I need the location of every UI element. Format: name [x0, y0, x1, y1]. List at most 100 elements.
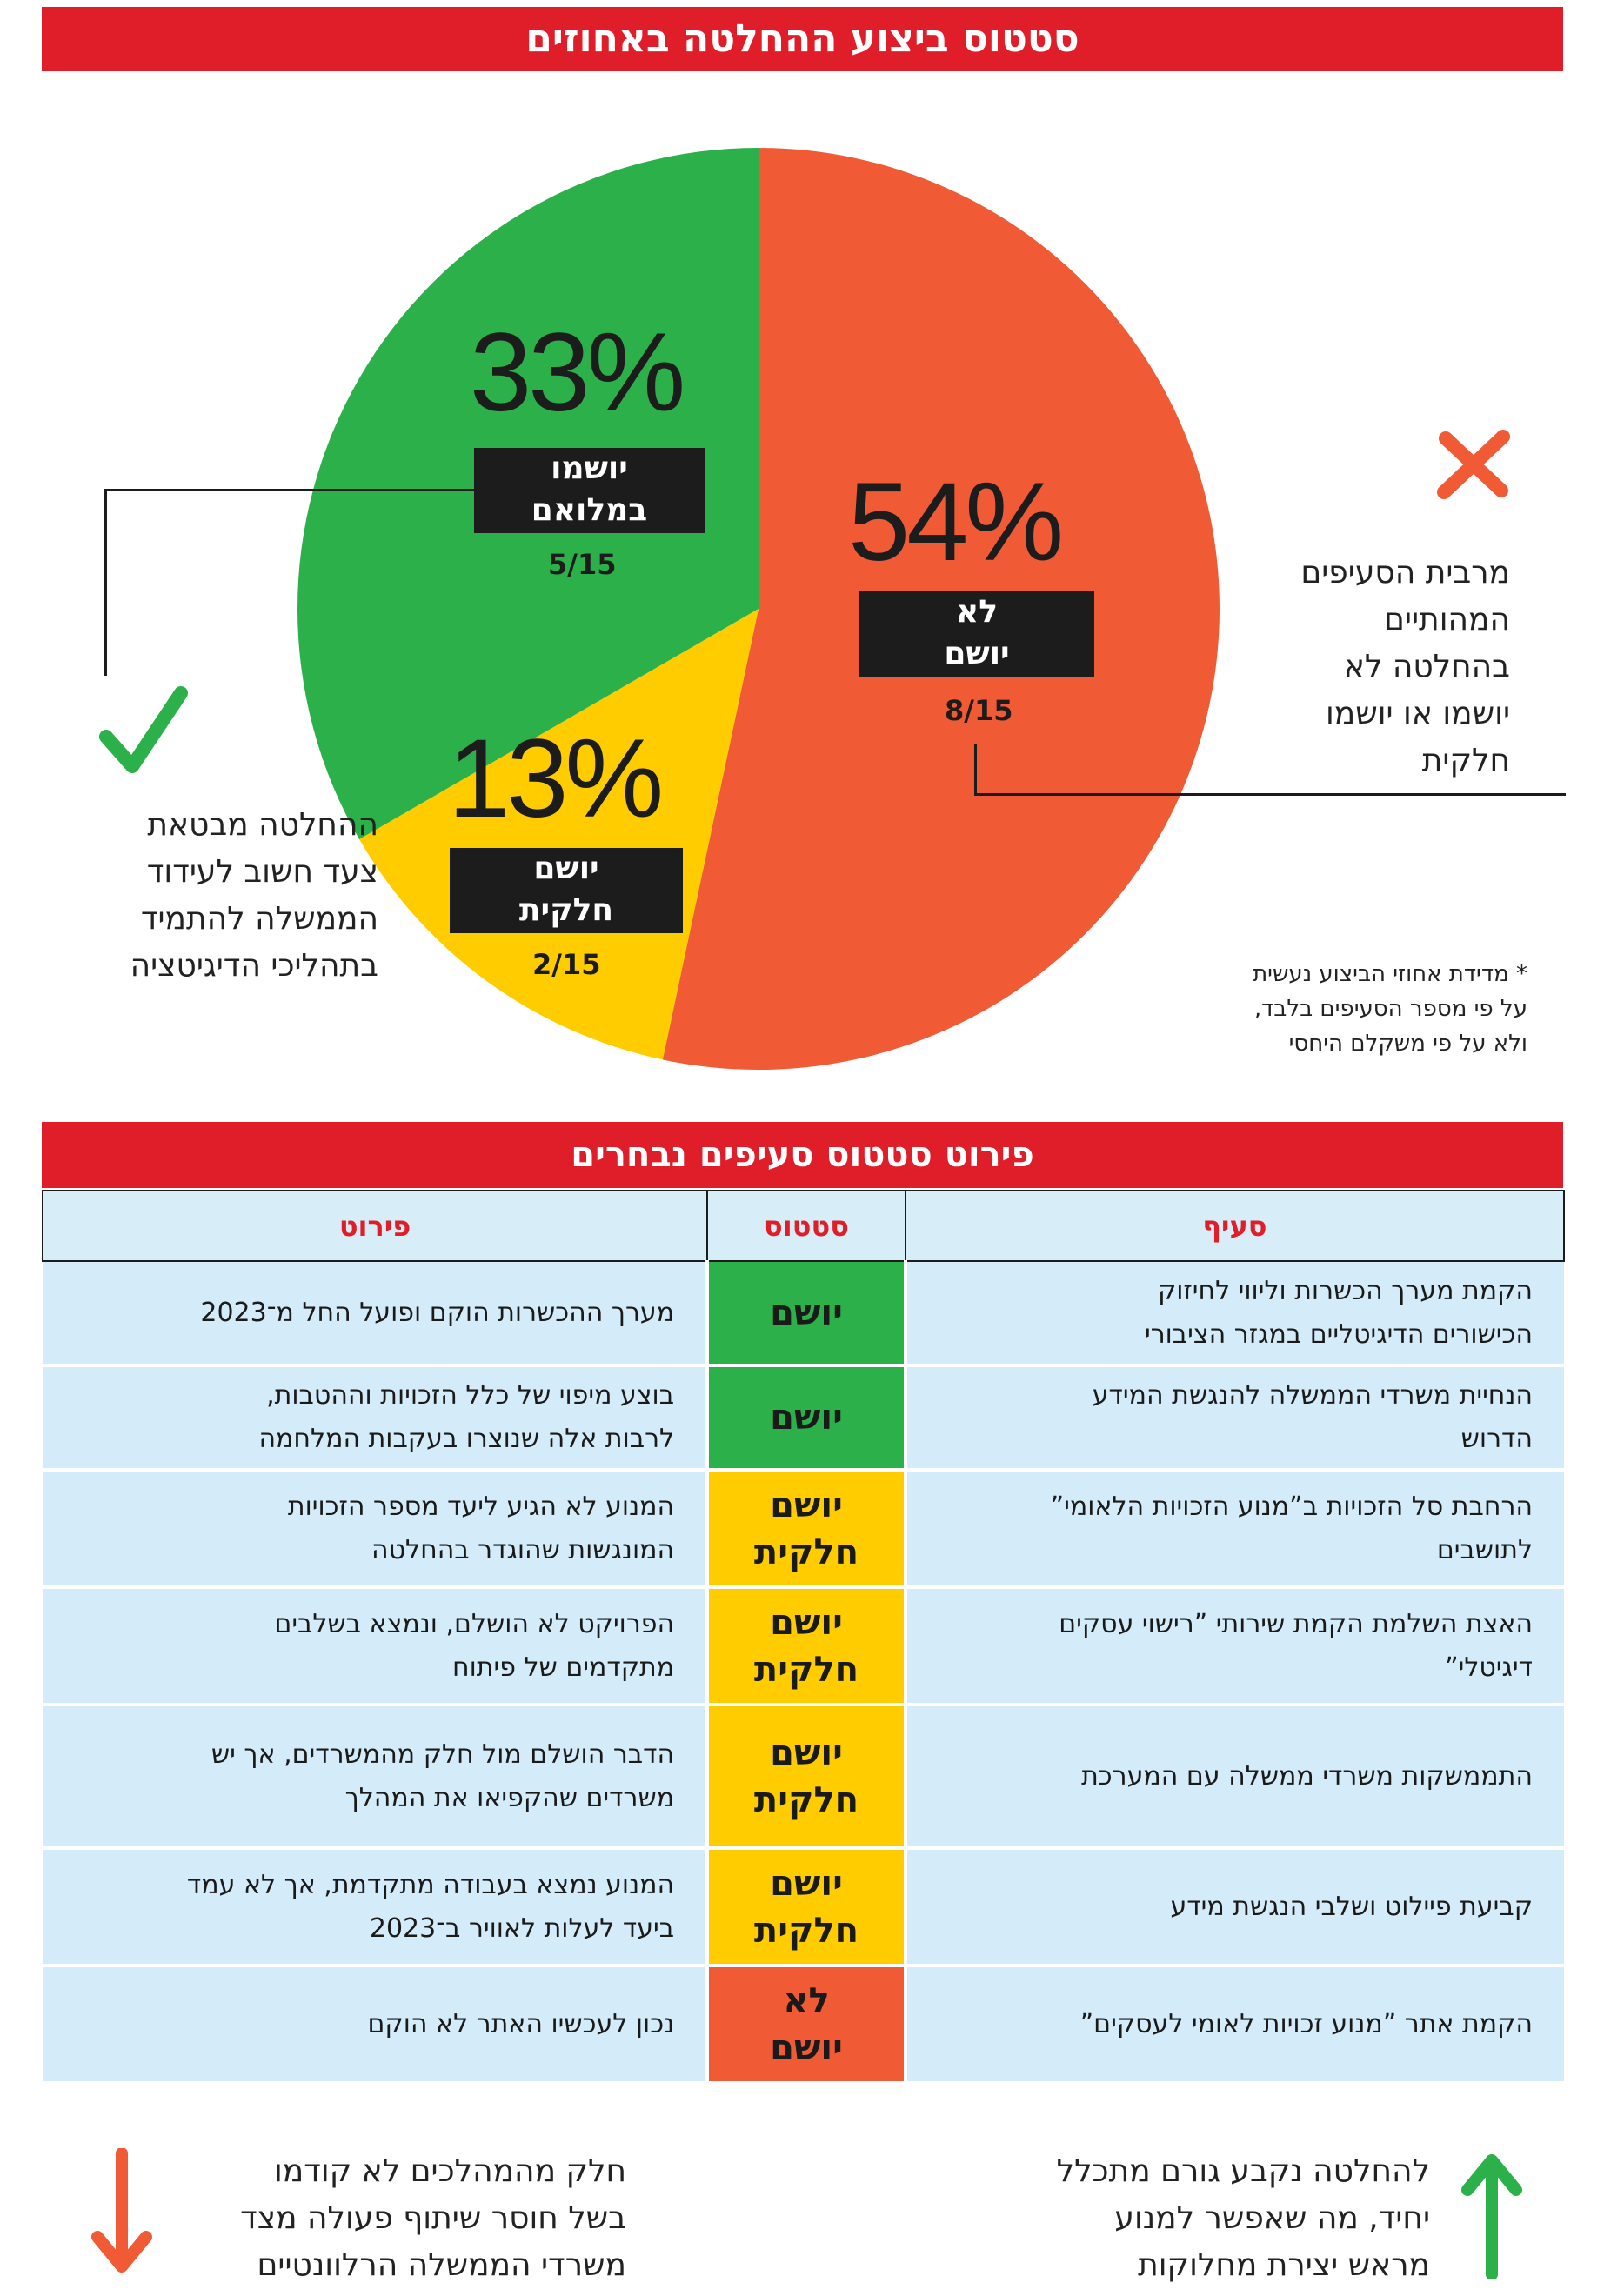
bottom-note-left-line: בשל חוסר שיתוף פעולה מצד — [240, 2200, 626, 2236]
detail-cell-line: הדבר הושלם מול חלק מהמשרדים, אך יש — [211, 1739, 675, 1770]
clause-cell-line: הקמת אתר ”מנוע זכויות לאומי לעסקים” — [1079, 2008, 1533, 2039]
status-cell-line: לא — [783, 1980, 830, 2021]
table-header-row: סעיף סטטוס פירוט — [41, 1190, 1566, 1262]
clause-cell: הנחיית משרדי הממשלה להנגשת המידע הדרוש — [905, 1365, 1564, 1472]
detail-cell: נכון לעכשיו האתר לא הוקם — [43, 1966, 708, 2085]
label-partial: יושם חלקית — [450, 848, 683, 933]
label-partial-line2: חלקית — [518, 892, 614, 928]
clause-cell-line: הרחבת סל הזכויות ב”מנוע הזכויות הלאומי” — [1050, 1491, 1533, 1522]
status-cell-line: יושם — [770, 1398, 843, 1438]
status-cell: יושם — [705, 1365, 907, 1472]
detail-cell-line: משרדים שהקפיאו את המהלך — [344, 1782, 675, 1813]
header-detail: פירוט — [41, 1190, 709, 1262]
note-right: מרבית הסעיפים המהותיים בהחלטה לא יושמו א… — [1223, 550, 1510, 784]
frac-not-implemented: 8/15 — [945, 694, 1013, 727]
detail-cell-line: בוצע מיפוי של כלל הזכויות וההטבות, — [266, 1380, 675, 1411]
detail-cell-line: מתקדמים של פיתוח — [452, 1652, 675, 1683]
check-icon — [99, 686, 188, 773]
table-row: הנחיית משרדי הממשלה להנגשת המידע הדרוש יוש… — [43, 1365, 1564, 1472]
table-row: הקמת אתר ”מנוע זכויות לאומי לעסקים” לא יוש… — [43, 1966, 1564, 2085]
footnote-line: ולא על פי משקלם היחסי — [1288, 1031, 1527, 1057]
pct-not-implemented: 54% — [848, 460, 1064, 584]
clause-cell-line: הנחיית משרדי הממשלה להנגשת המידע — [1092, 1380, 1533, 1411]
status-cell-line: יושם — [770, 2027, 843, 2068]
label-full: יושמו במלואם — [474, 448, 705, 533]
table-row: האצת השלמת הקמת שירותי ”רישוי עסקים דיגיט… — [43, 1587, 1564, 1706]
chart-title: סטטוס ביצוע ההחלטה באחוזים — [42, 7, 1563, 71]
detail-cell: מערך ההכשרות הוקם ופועל החל מ־2023 — [43, 1261, 708, 1367]
table-row: הרחבת סל הזכויות ב”מנוע הזכויות הלאומי” ל… — [43, 1470, 1564, 1589]
label-partial-line1: יושם — [533, 851, 599, 886]
callout-line-right-v — [974, 744, 977, 796]
clause-cell: קביעת פיילוט ושלבי הנגשת מידע — [905, 1848, 1564, 1967]
note-right-line: יושמו או יושמו — [1325, 696, 1510, 731]
clause-cell: הקמת מערך הכשרות וליווי לחיזוק הכישורים ה… — [905, 1261, 1564, 1367]
status-cell: יושם חלקית — [705, 1470, 907, 1589]
callout-line-left-h — [104, 489, 474, 491]
clause-cell-line: הכישורים הדיגיטליים במגזר הציבורי — [1144, 1318, 1533, 1350]
pct-partial: 13% — [448, 717, 664, 841]
status-cell: יושם — [705, 1261, 907, 1367]
status-cell-line: יושם — [770, 1292, 843, 1333]
label-full-line1: יושמו — [551, 451, 628, 486]
note-left-line: הממשלה להתמיד — [140, 901, 378, 937]
label-not-line2: יושם — [944, 636, 1010, 671]
clause-cell-line: לתושבים — [1436, 1534, 1533, 1565]
note-left-line: בתהליכי הדיגיטציה — [130, 948, 378, 984]
arrow-down-icon — [91, 2148, 152, 2273]
status-cell-line: חלקית — [753, 1779, 859, 1820]
callout-line-right-h — [974, 793, 1566, 796]
status-cell-line: חלקית — [753, 1649, 859, 1690]
bottom-note-right: להחלטה נקבע גורם מתכלל יחיד, מה שאפשר למ… — [978, 2148, 1430, 2289]
clause-cell-line: דיגיטלי” — [1445, 1652, 1533, 1683]
note-right-line: המהותיים — [1384, 602, 1510, 637]
status-cell: לא יושם — [705, 1966, 907, 2085]
detail-cell-line: הפרויקט לא הושלם, ונמצא בשלבים — [274, 1608, 675, 1639]
note-right-line: בהחלטה לא — [1343, 649, 1510, 684]
detail-cell-line: לרבות אלה שנוצרו בעקבות המלחמה — [258, 1424, 675, 1454]
clause-cell-line: הקמת מערך הכשרות וליווי לחיזוק — [1157, 1275, 1533, 1306]
frac-partial: 2/15 — [532, 948, 601, 981]
clause-cell-line: התממשקות משרדי ממשלה עם המערכת — [1081, 1760, 1533, 1792]
status-table: סעיף סטטוס פירוט הקמת מערך הכשרות וליווי… — [41, 1190, 1566, 2085]
header-clause: סעיף — [904, 1190, 1566, 1262]
frac-full: 5/15 — [548, 548, 617, 581]
note-left: ההחלטה מבטאת צעד חשוב לעידוד הממשלה להתמ… — [91, 802, 378, 990]
note-right-line: מרבית הסעיפים — [1300, 555, 1510, 591]
clause-cell: האצת השלמת הקמת שירותי ”רישוי עסקים דיגיט… — [905, 1587, 1564, 1706]
clause-cell-line: האצת השלמת הקמת שירותי ”רישוי עסקים — [1059, 1608, 1533, 1639]
clause-cell: הקמת אתר ”מנוע זכויות לאומי לעסקים” — [905, 1966, 1564, 2085]
note-right-line: חלקית — [1421, 743, 1510, 778]
table-row: הקמת מערך הכשרות וליווי לחיזוק הכישורים ה… — [43, 1261, 1564, 1367]
detail-cell: הפרויקט לא הושלם, ונמצא בשלבים מתקדמים של… — [43, 1587, 708, 1706]
detail-cell-line: מערך ההכשרות הוקם ופועל החל מ־2023 — [200, 1297, 675, 1328]
status-cell: יושם חלקית — [705, 1848, 907, 1967]
cross-icon — [1437, 430, 1510, 499]
label-not-line1: לא — [956, 594, 998, 630]
pct-full: 33% — [470, 310, 685, 435]
detail-cell-line: המנוע לא הגיע ליעד מספר הזכויות — [287, 1491, 675, 1522]
status-cell-line: יושם — [770, 1485, 843, 1525]
status-cell: יושם חלקית — [705, 1587, 907, 1706]
bottom-note-right-line: להחלטה נקבע גורם מתכלל — [1056, 2153, 1430, 2189]
detail-cell-line: המנוע נמצא בעבודה מתקדמת, אך לא עמד — [186, 1869, 675, 1900]
note-left-line: ההחלטה מבטאת — [147, 807, 378, 843]
detail-cell-line: נכון לעכשיו האתר לא הוקם — [367, 2008, 675, 2039]
bottom-note-left-line: משרדי הממשלה הרלוונטיים — [257, 2247, 626, 2283]
pie-chart-svg — [297, 148, 1220, 1070]
bottom-note-left-line: חלק מהמהלכים לא קודמו — [273, 2153, 626, 2189]
status-cell-line: יושם — [770, 1863, 843, 1904]
arrow-up-icon — [1461, 2154, 1522, 2279]
table-row: קביעת פיילוט ושלבי הנגשת מידע יושם חלקית המ… — [43, 1848, 1564, 1967]
label-not-implemented: לא יושם — [859, 591, 1094, 677]
header-status: סטטוס — [706, 1190, 906, 1262]
status-cell-line: חלקית — [753, 1532, 859, 1572]
clause-cell-line: הדרוש — [1460, 1424, 1533, 1454]
table-row: התממשקות משרדי ממשלה עם המערכת יושם חלקית ה… — [43, 1705, 1564, 1850]
label-full-line2: במלואם — [531, 492, 648, 528]
footnote-line: * מדידת אחוזי הביצוע נעשית — [1253, 961, 1527, 987]
status-cell-line: יושם — [770, 1602, 843, 1643]
table-title: פירוט סטטוס סעיפים נבחרים — [42, 1122, 1563, 1188]
clause-cell: הרחבת סל הזכויות ב”מנוע הזכויות הלאומי” ל… — [905, 1470, 1564, 1589]
status-cell: יושם חלקית — [705, 1705, 907, 1850]
